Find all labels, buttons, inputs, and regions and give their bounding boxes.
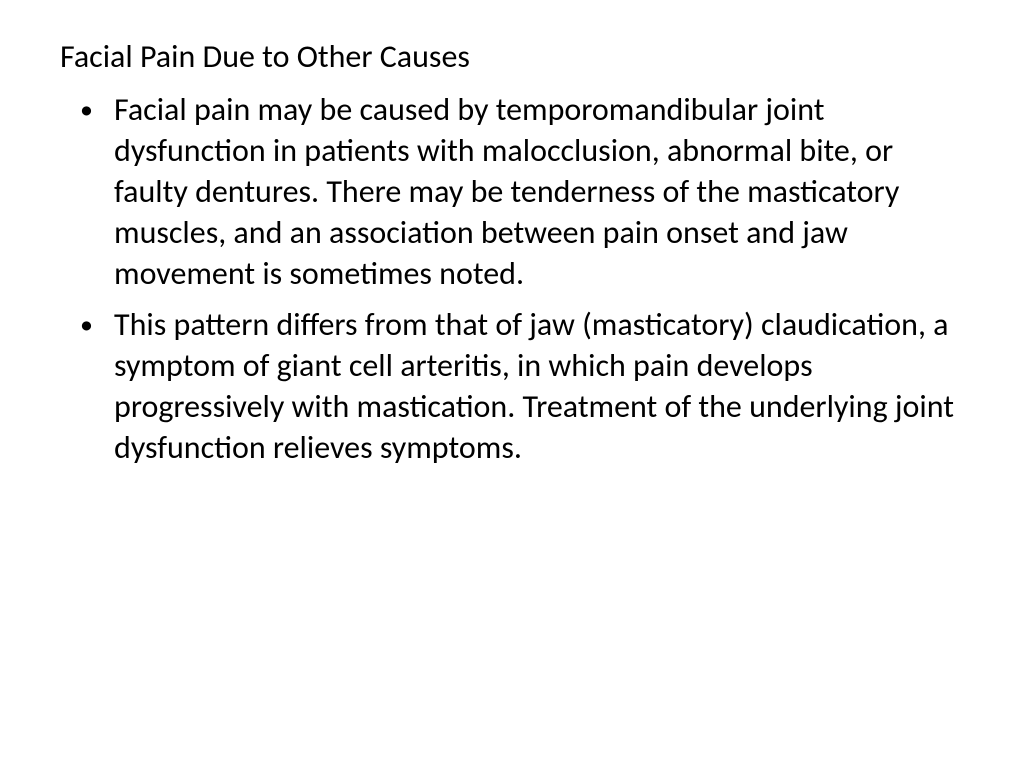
bullet-list: Facial pain may be caused by temporomand… <box>60 90 964 469</box>
slide-title: Facial Pain Due to Other Causes <box>60 38 964 76</box>
list-item: Facial pain may be caused by temporomand… <box>60 90 964 295</box>
list-item: This pattern differs from that of jaw (m… <box>60 305 964 469</box>
